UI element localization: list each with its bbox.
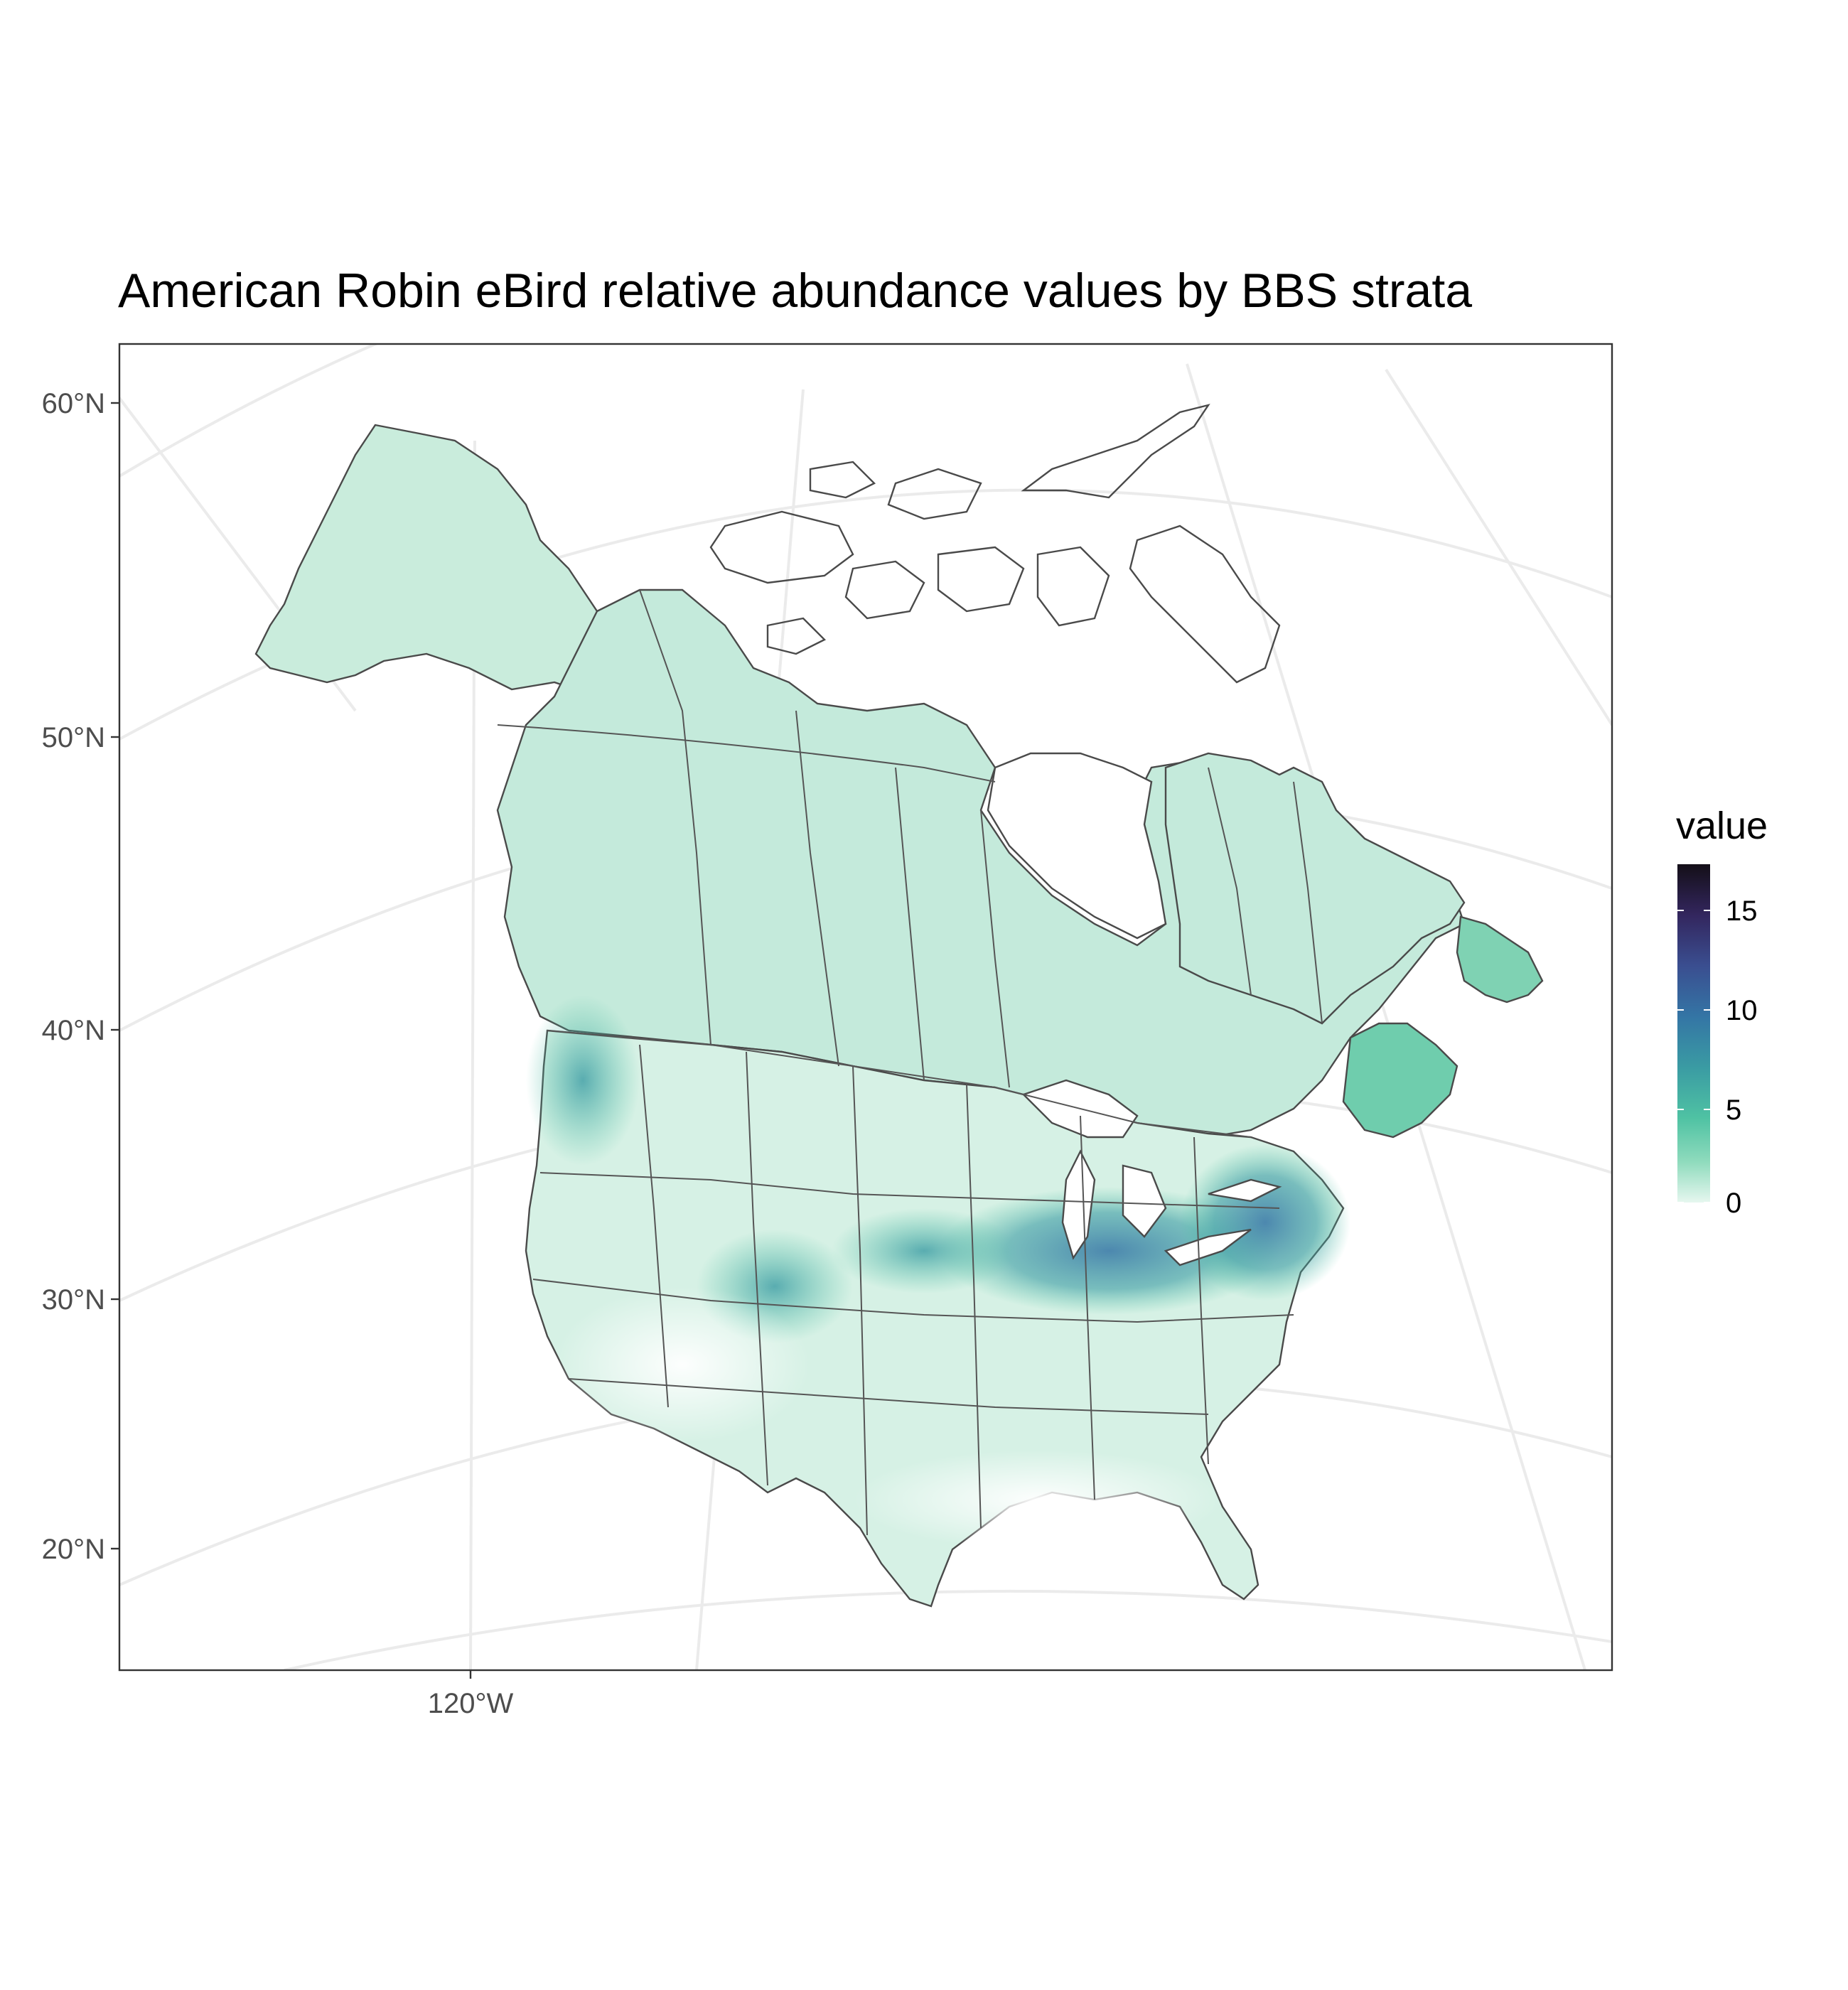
region-alaska-yukon xyxy=(254,424,627,698)
y-label-50: 50°N xyxy=(42,722,105,753)
panel-border xyxy=(118,343,1613,1672)
great-lakes xyxy=(1021,1079,1282,1266)
strata-line-15 xyxy=(1208,767,1252,996)
island-baffin-south xyxy=(1129,525,1281,684)
abundance-surface xyxy=(254,424,1544,1608)
strata-line-9 xyxy=(639,1044,669,1408)
strata-line-13 xyxy=(1080,1115,1095,1500)
island-cluster-3 xyxy=(937,546,1025,613)
region-hudson-bay xyxy=(987,752,1167,940)
island-cluster-5 xyxy=(809,461,876,499)
strata-line-10 xyxy=(746,1051,768,1486)
low-southeast xyxy=(853,1450,1223,1549)
y-label-30: 30°N xyxy=(42,1284,105,1316)
legend-colorbar xyxy=(1677,864,1710,1203)
map-panel xyxy=(119,344,1612,1670)
region-newfoundland xyxy=(1456,915,1544,1004)
legend-label-0: 0 xyxy=(1726,1188,1741,1219)
island-cluster-1 xyxy=(887,468,982,520)
strata-line-2 xyxy=(639,589,711,1045)
graticule-lat-60 xyxy=(119,344,380,478)
hotspot-plains xyxy=(832,1208,1016,1294)
strata-line-14 xyxy=(1193,1136,1209,1465)
strata-line-12 xyxy=(966,1083,982,1529)
hotspot-pacific-nw xyxy=(526,995,640,1166)
graticule-lon-60 xyxy=(1385,368,1612,726)
x-label-120w: 120°W xyxy=(428,1688,514,1719)
strata-line-7 xyxy=(532,1279,1294,1323)
island-cluster-2 xyxy=(844,560,925,620)
strata-line-11 xyxy=(852,1065,868,1536)
graticule-lon-80 xyxy=(1186,363,1586,1670)
strata-line-8 xyxy=(568,1378,1209,1415)
y-label-40: 40°N xyxy=(42,1015,105,1046)
y-axis: 60°N 50°N 40°N 30°N 20°N xyxy=(42,388,119,1565)
y-label-20: 20°N xyxy=(42,1534,105,1565)
strata-line-4 xyxy=(895,767,925,1081)
region-quebec-labrador xyxy=(1164,752,1466,1025)
legend-title: value xyxy=(1676,805,1768,847)
island-cluster-6 xyxy=(766,617,827,655)
strata-line-1 xyxy=(497,724,996,782)
island-victoria xyxy=(709,510,854,584)
y-label-60: 60°N xyxy=(42,388,105,419)
arctic-islands xyxy=(709,404,1281,684)
legend-label-10: 10 xyxy=(1726,995,1758,1026)
x-axis: 120°W xyxy=(428,1670,514,1719)
island-baffin xyxy=(1021,404,1210,499)
legend-label-5: 5 xyxy=(1726,1094,1741,1126)
hotspot-northeast xyxy=(1180,1144,1350,1301)
strata-line-16 xyxy=(1293,781,1323,1024)
legend: value 15 10 5 0 xyxy=(1676,805,1768,1219)
island-cluster-4 xyxy=(1036,546,1110,627)
strata-line-6 xyxy=(539,1172,1280,1209)
strata-line-3 xyxy=(795,710,839,1067)
region-maritimes xyxy=(1342,1022,1458,1139)
chart-title: American Robin eBird relative abundance … xyxy=(118,264,1472,318)
strata-line-5 xyxy=(980,810,1010,1088)
low-southwest xyxy=(554,1286,810,1443)
legend-label-15: 15 xyxy=(1726,896,1758,927)
strata-boundaries xyxy=(497,589,1323,1536)
